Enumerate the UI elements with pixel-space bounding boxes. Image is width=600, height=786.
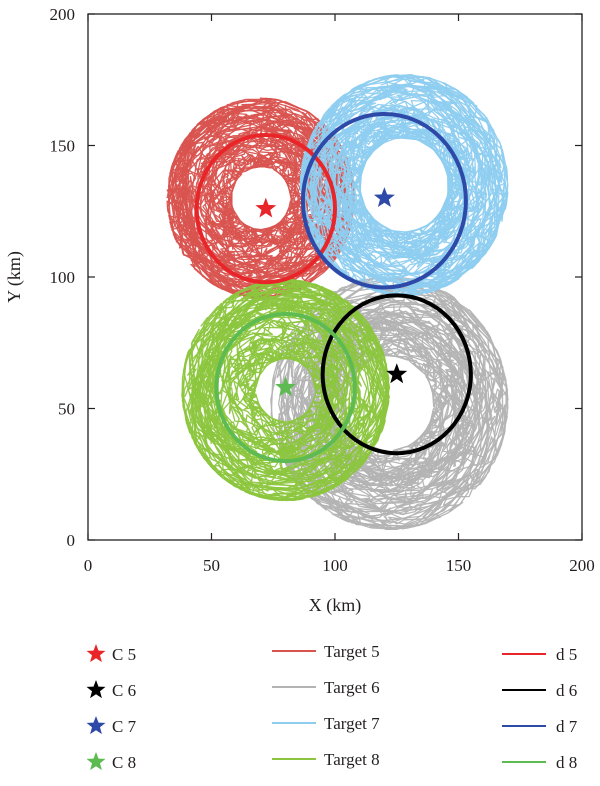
x-tick-label: 0 [84, 556, 93, 575]
legend-label: d 8 [556, 753, 577, 772]
legend-label: C 5 [112, 645, 136, 664]
legend-star-icon [86, 680, 106, 699]
star-c-8 [275, 376, 297, 397]
plot-area [166, 74, 509, 531]
star-c-7 [373, 187, 395, 207]
y-tick-label: 100 [50, 268, 76, 287]
legend-star-icon [86, 752, 106, 771]
x-tick-label: 200 [569, 556, 595, 575]
legend-item-c-8: C 8 [86, 752, 136, 772]
legend-item-d-7: d 7 [502, 717, 578, 736]
x-tick-label: 150 [446, 556, 472, 575]
legend-label: C 8 [112, 753, 136, 772]
legend-star-icon [86, 716, 106, 735]
x-axis-label: X (km) [309, 595, 362, 616]
y-tick-label: 50 [58, 400, 75, 419]
circle-d-8 [214, 311, 357, 464]
star-c-5 [255, 197, 277, 218]
legend-item-d-6: d 6 [502, 681, 577, 700]
legend-item-d-5: d 5 [502, 645, 577, 664]
legend-star-icon [86, 644, 106, 663]
legend-label: d 5 [556, 645, 577, 664]
circle-d-6 [320, 293, 473, 456]
legend-label: Target 6 [324, 678, 380, 697]
legend-item-target-6: Target 6 [272, 678, 380, 697]
star-c-6 [386, 363, 408, 384]
x-tick-label: 100 [322, 556, 348, 575]
legend-item-target-7: Target 7 [272, 714, 380, 733]
legend-label: d 7 [556, 717, 578, 736]
circle-d-5 [194, 132, 337, 285]
legend-item-c-5: C 5 [86, 644, 136, 664]
legend-label: Target 7 [324, 714, 380, 733]
legend-label: Target 8 [324, 750, 380, 769]
y-tick-label: 200 [50, 5, 76, 24]
legend: C 5 C 6 C 7 C 8 Target 5 Target 6 Target 7 Targ… [86, 642, 578, 772]
legend-item-target-5: Target 5 [272, 642, 380, 661]
legend-label: C 6 [112, 681, 136, 700]
legend-label: C 7 [112, 717, 137, 736]
circle-d-7 [300, 111, 468, 290]
axes: 0 50 100 150 200 0 50 100 150 200 X (km) Y (km) [4, 5, 595, 616]
legend-item-c-6: C 6 [86, 680, 136, 700]
y-axis-label: Y (km) [4, 251, 25, 303]
legend-label: d 6 [556, 681, 577, 700]
legend-label: Target 5 [324, 642, 380, 661]
x-tick-label: 50 [203, 556, 220, 575]
legend-item-target-8: Target 8 [272, 750, 380, 769]
y-tick-label: 150 [50, 137, 76, 156]
legend-item-d-8: d 8 [502, 753, 577, 772]
y-tick-label: 0 [67, 531, 76, 550]
legend-item-c-7: C 7 [86, 716, 137, 736]
